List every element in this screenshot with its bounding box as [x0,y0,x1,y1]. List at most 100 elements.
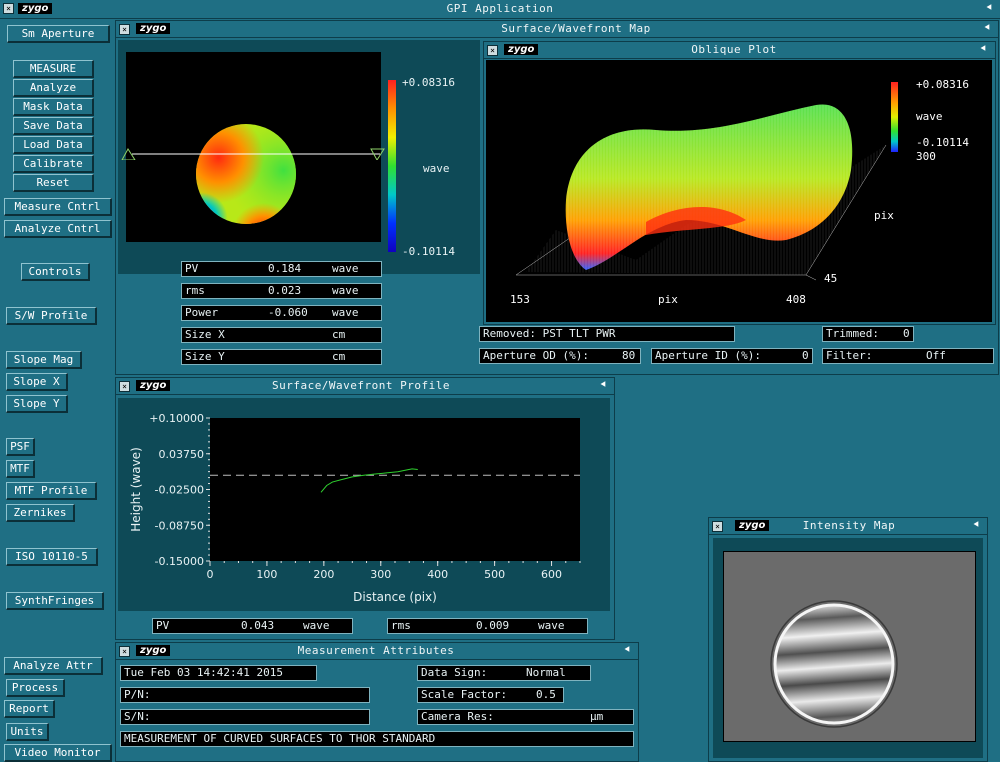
zygo-logo: zygo [136,23,171,34]
close-box-icon[interactable]: × [119,24,130,35]
map-result-pv: PV 0.184 wave [181,261,382,277]
menu-psf-button[interactable]: PSF [6,438,35,456]
x-tick-label: 500 [484,568,505,581]
x-tick-label: 0 [207,568,214,581]
menu-slope-mag-button[interactable]: Slope Mag [6,351,82,369]
zygo-logo: zygo [735,520,770,531]
profile-panel: × zygo Surface/Wavefront Profile ⯇ +0.10… [115,377,615,640]
menu-units-button[interactable]: Units [6,723,49,741]
profile-title: Surface/Wavefront Profile [271,379,451,392]
oblique-x-label: pix [658,293,678,306]
zygo-logo: zygo [18,3,53,14]
oblique-x-min: 153 [510,293,530,306]
pn-field[interactable]: P/N: [120,687,370,703]
attributes-titlebar: × zygo Measurement Attributes ⯇ [116,643,638,660]
attributes-title: Measurement Attributes [297,644,455,657]
close-box-icon[interactable]: × [487,45,498,56]
menu-report-button[interactable]: Report [4,700,55,718]
y-tick-label: -0.15000 [155,555,204,568]
oblique-colorbar-unit: wave [916,110,943,123]
menu-slope-x-button[interactable]: Slope X [6,373,68,391]
map-result-power: Power -0.060 wave [181,305,382,321]
oblique-y-max: 300 [916,150,936,163]
timestamp-field: Tue Feb 03 14:42:41 2015 [120,665,317,681]
map-colorbar-max: +0.08316 [402,76,455,89]
zygo-logo: zygo [504,44,539,55]
zygo-logo: zygo [136,380,171,391]
pin-icon[interactable]: ⯇ [972,520,981,531]
menu-analyze-cntrl-button[interactable]: Analyze Cntrl [4,220,112,238]
x-tick-label: 100 [256,568,277,581]
app-title-bar: × zygo GPI Application ⯇ [0,0,1000,19]
map-colorbar-unit: wave [423,162,450,175]
profile-titlebar: × zygo Surface/Wavefront Profile ⯇ [116,378,614,395]
pin-icon[interactable]: ⯇ [985,3,994,14]
menu-mtf-profile-button[interactable]: MTF Profile [6,482,97,500]
menu-measure-cntrl-button[interactable]: Measure Cntrl [4,198,112,216]
y-tick-label: 0.03750 [159,448,205,461]
pin-icon[interactable]: ⯇ [623,645,632,656]
oblique-colorbar-max: +0.08316 [916,78,969,91]
oblique-colorbar-min: -0.10114 [916,136,969,149]
menu-zernikes-button[interactable]: Zernikes [6,504,75,522]
menu-iso-button[interactable]: ISO 10110-5 [6,548,98,566]
profile-start-marker [121,148,136,160]
surface-map-titlebar: × zygo Surface/Wavefront Map ⯇ [116,21,998,38]
map-colorbar [388,80,396,252]
intensity-canvas [723,551,976,742]
menu-save-data-button[interactable]: Save Data [13,117,94,135]
pin-icon[interactable]: ⯇ [599,380,608,391]
menu-process-button[interactable]: Process [6,679,65,697]
y-tick-label: -0.02500 [155,484,204,497]
close-box-icon[interactable]: × [119,381,130,392]
sn-field[interactable]: S/N: [120,709,370,725]
menu-mask-data-button[interactable]: Mask Data [13,98,94,116]
y-axis-label: Height (wave) [129,447,143,532]
menu-reset-button[interactable]: Reset [13,174,94,192]
x-tick-label: 600 [541,568,562,581]
pin-icon[interactable]: ⯇ [979,44,988,55]
pin-icon[interactable]: ⯇ [983,23,992,34]
menu-slope-y-button[interactable]: Slope Y [6,395,68,413]
menu-measure-button[interactable]: MEASURE [13,60,94,78]
menu-analyze-button[interactable]: Analyze [13,79,94,97]
menu-synthfringes-button[interactable]: SynthFringes [6,592,104,610]
menu-calibrate-button[interactable]: Calibrate [13,155,94,173]
menu-analyze-attr-button[interactable]: Analyze Attr [4,657,103,675]
x-axis-label: Distance (pix) [353,590,437,604]
menu-controls-button[interactable]: Controls [21,263,90,281]
menu-video-monitor-button[interactable]: Video Monitor [4,744,112,762]
profile-rms-field: rms 0.009 wave [387,618,588,634]
intensity-viewport [713,538,983,758]
description-field[interactable]: MEASUREMENT OF CURVED SURFACES TO THOR S… [120,731,634,747]
app-title: GPI Application [446,2,554,15]
filter-field: Filter: Off [822,348,994,364]
close-box-icon[interactable]: × [712,521,723,532]
menu-sw-profile-button[interactable]: S/W Profile [6,307,97,325]
oblique-canvas: +0.08316 wave -0.10114 300 pix 45 153 pi… [486,60,992,322]
profile-pv-field: PV 0.043 wave [152,618,353,634]
y-tick-label: -0.08750 [155,519,204,532]
x-tick-label: 200 [313,568,334,581]
data-sign-field: Data Sign: Normal [417,665,591,681]
profile-end-marker [370,148,385,160]
scale-factor-field: Scale Factor: 0.5 [417,687,564,703]
map-result-rms: rms 0.023 wave [181,283,382,299]
oblique-x-max: 408 [786,293,806,306]
close-box-icon[interactable]: × [119,646,130,657]
intensity-title: Intensity Map [802,519,896,532]
profile-chart: +0.10000 0.03750 -0.02500 -0.08750 -0.150000… [129,412,581,604]
aperture-id-field: Aperture ID (%): 0 [651,348,813,364]
menu-sm-aperture-button[interactable]: Sm Aperture [7,25,110,43]
oblique-y-min: 45 [824,272,838,285]
oblique-y-label: pix [874,209,894,222]
close-box-icon[interactable]: × [3,3,14,14]
menu-mtf-button[interactable]: MTF [6,460,35,478]
attributes-panel: × zygo Measurement Attributes ⯇ Tue Feb … [115,642,639,762]
menu-load-data-button[interactable]: Load Data [13,136,94,154]
profile-series-line [320,468,418,493]
aperture-od-field: Aperture OD (%): 80 [479,348,641,364]
y-tick-label: +0.10000 [149,412,204,425]
